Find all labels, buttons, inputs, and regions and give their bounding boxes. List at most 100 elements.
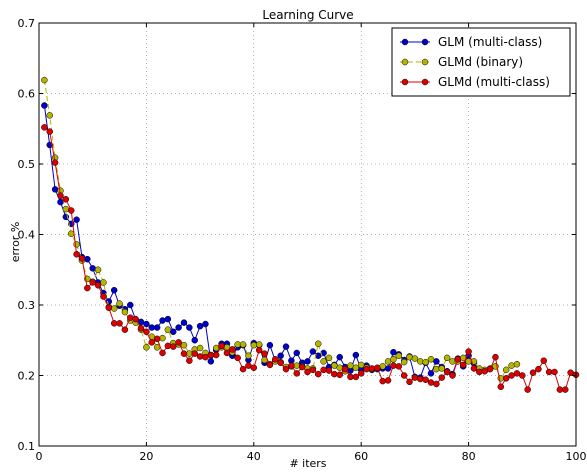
data-point — [110, 286, 118, 294]
legend-label: GLM (multi-class) — [438, 35, 542, 49]
data-point — [255, 346, 263, 354]
y-tick-label: 0.7 — [18, 17, 36, 30]
data-point — [374, 364, 381, 371]
data-point — [411, 355, 419, 362]
data-point — [196, 353, 204, 360]
data-point — [41, 124, 48, 131]
series-line — [43, 80, 518, 380]
data-point — [422, 376, 429, 383]
data-point — [282, 365, 290, 373]
y-tick-label: 0.3 — [18, 299, 36, 312]
data-point — [433, 358, 440, 365]
data-point — [272, 356, 279, 363]
data-point — [562, 386, 569, 393]
data-point — [390, 356, 397, 363]
data-point — [352, 364, 360, 371]
data-point — [556, 386, 564, 393]
data-point — [357, 370, 365, 377]
data-point — [84, 284, 91, 292]
data-point — [282, 343, 290, 350]
data-point — [164, 326, 172, 333]
data-point — [347, 373, 354, 381]
series-1 — [41, 102, 488, 381]
data-point — [390, 362, 397, 369]
data-point — [551, 368, 558, 376]
data-point — [357, 361, 365, 369]
data-point — [105, 304, 113, 312]
data-point — [164, 342, 172, 350]
data-point — [255, 341, 263, 348]
data-point — [331, 370, 338, 378]
data-point — [46, 128, 53, 135]
data-point — [470, 365, 478, 372]
data-point — [261, 350, 268, 357]
data-point — [293, 370, 301, 377]
data-point — [62, 205, 70, 213]
legend-marker — [401, 38, 409, 46]
data-point — [433, 380, 440, 388]
data-point — [336, 353, 343, 361]
data-point — [186, 324, 193, 331]
series-layer — [41, 76, 580, 393]
data-point — [57, 198, 64, 206]
data-point — [438, 374, 445, 381]
data-point — [143, 328, 150, 336]
data-point — [266, 341, 274, 349]
data-point — [202, 320, 209, 328]
data-point — [212, 351, 220, 359]
data-point — [438, 365, 445, 372]
data-point — [143, 320, 150, 328]
data-point — [94, 266, 102, 273]
y-tick-label: 0.2 — [18, 370, 36, 383]
data-point — [379, 377, 386, 385]
data-point — [288, 362, 295, 369]
data-point — [121, 326, 129, 333]
data-point — [492, 353, 499, 361]
data-point — [390, 348, 397, 356]
data-point — [89, 265, 96, 272]
data-point — [443, 368, 451, 376]
data-point — [148, 339, 156, 346]
x-tick-label: 100 — [566, 450, 587, 463]
data-point — [78, 255, 86, 262]
legend-label: GLMd (multi-class) — [438, 75, 550, 89]
data-point — [234, 341, 241, 348]
data-point — [449, 358, 456, 365]
legend-marker — [421, 78, 429, 86]
data-point — [519, 372, 526, 379]
data-point — [229, 346, 236, 353]
data-point — [368, 365, 376, 372]
data-point — [212, 344, 220, 352]
data-point — [180, 319, 188, 326]
data-point — [406, 378, 413, 386]
data-point — [314, 370, 322, 378]
data-point — [352, 351, 360, 359]
data-point — [110, 305, 118, 312]
data-point — [51, 159, 59, 166]
data-point — [427, 379, 435, 386]
data-point — [100, 279, 107, 286]
data-point — [535, 365, 542, 373]
data-point — [465, 348, 472, 355]
ticks: 0 20 40 60 80 100 0.1 0.2 0.3 0.4 0.5 0.6 0.7 — [18, 17, 587, 463]
data-point — [427, 370, 435, 377]
data-point — [46, 112, 53, 119]
legend-marker — [401, 58, 409, 66]
data-point — [352, 373, 360, 381]
data-point — [331, 362, 338, 369]
data-point — [379, 363, 386, 370]
data-point — [73, 250, 80, 258]
data-point — [277, 359, 284, 367]
data-point — [73, 241, 80, 248]
data-point — [513, 360, 521, 368]
legend: GLM (multi-class) GLMd (binary) GLMd (mult… — [391, 27, 571, 97]
data-point — [304, 358, 311, 365]
data-point — [207, 358, 215, 365]
x-tick-label: 40 — [247, 450, 261, 463]
series-2 — [41, 76, 521, 382]
data-point — [320, 358, 327, 365]
data-point — [245, 362, 252, 369]
data-point — [363, 365, 370, 373]
data-point — [304, 368, 311, 376]
data-point — [454, 356, 462, 363]
